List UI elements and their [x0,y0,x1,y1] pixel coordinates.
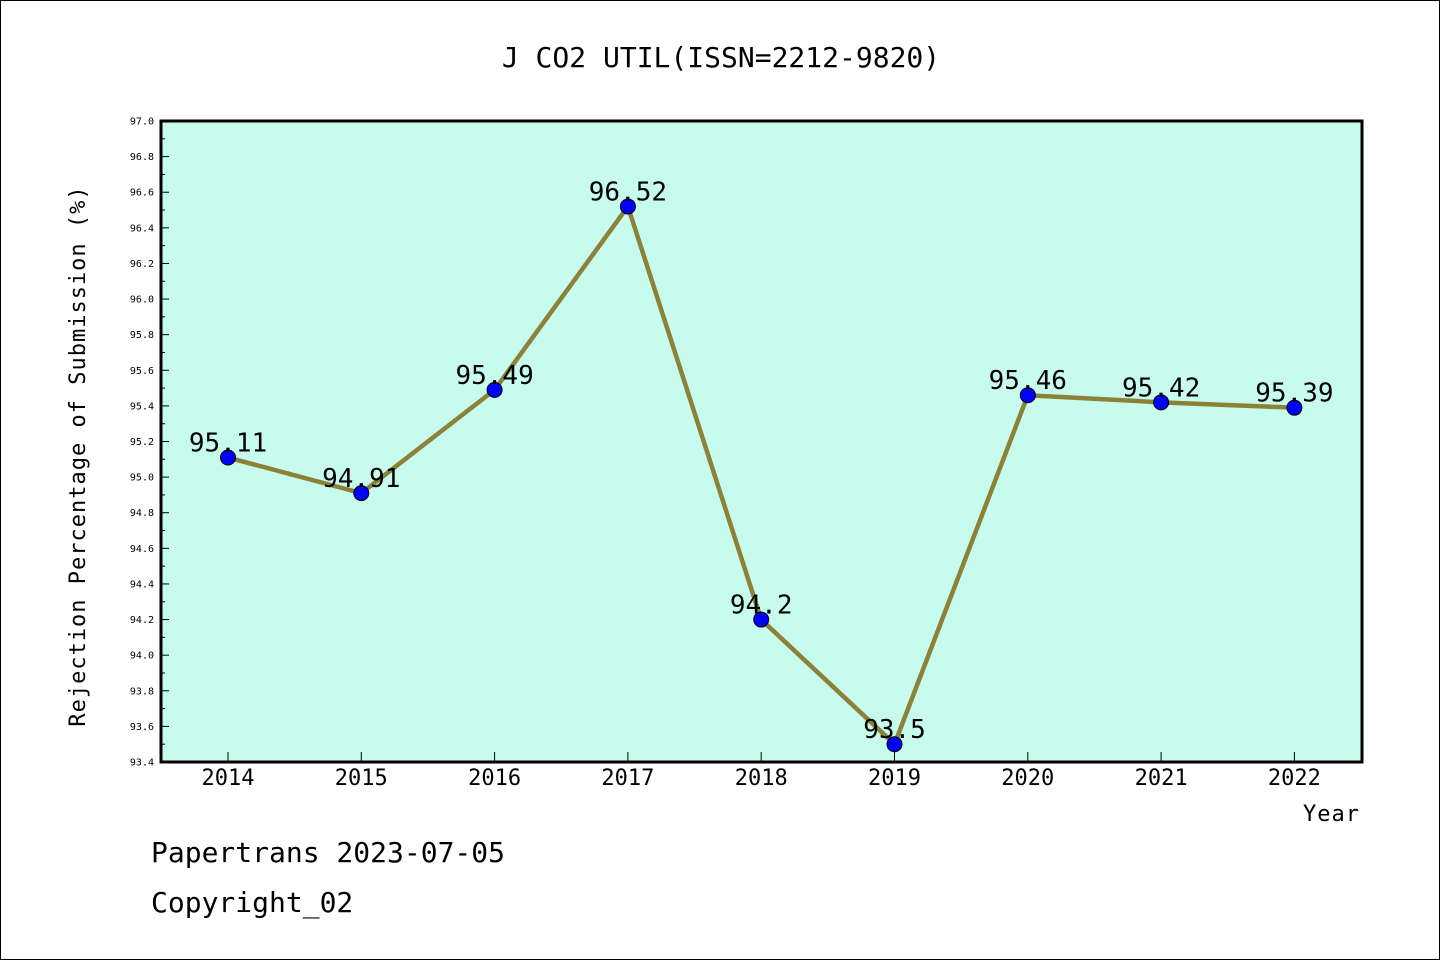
y-tick-label: 94.0 [130,651,154,662]
data-label-2014: 95.11 [189,429,267,459]
data-label-2020: 95.46 [989,366,1067,396]
y-tick-label: 94.2 [130,615,154,626]
x-tick-label: 2018 [735,766,788,791]
data-point-2021 [1153,394,1170,411]
y-tick-label: 94.4 [130,579,154,590]
data-label-2015: 94.91 [322,464,400,494]
footer-date-line: Papertrans 2023-07-05 [151,836,506,869]
y-tick-label: 96.0 [130,295,154,306]
y-tick-label: 95.8 [130,330,154,341]
x-tick-label: 2022 [1268,766,1321,791]
y-tick-label: 94.6 [130,544,154,555]
y-tick-label: 96.2 [130,259,154,270]
y-tick-label: 93.6 [130,722,154,733]
y-tick-label: 97.0 [130,117,154,128]
data-point-2022 [1286,399,1303,416]
data-label-2022: 95.39 [1255,379,1333,409]
footer-copyright-line: Copyright_02 [151,886,354,919]
x-tick-label: 2015 [335,766,388,791]
data-label-2021: 95.42 [1122,373,1200,403]
data-label-2019: 93.5 [863,715,926,745]
data-label-2016: 95.49 [455,361,533,391]
y-tick-label: 94.8 [130,508,154,519]
y-tick-label: 93.4 [130,758,154,769]
x-tick-label: 2014 [202,766,255,791]
data-point-2015 [353,485,370,502]
y-tick-label: 96.8 [130,152,154,163]
y-tick-label: 95.0 [130,473,154,484]
plot-area [161,121,1362,762]
y-tick-label: 95.6 [130,366,154,377]
series-layer: 95.11 94.91 95.49 96.52 94.2 93.5 95.46 95.42 95… [189,177,1334,753]
data-point-2020 [1019,387,1036,404]
x-tick-label: 2020 [1001,766,1054,791]
x-tick-label: 2021 [1135,766,1188,791]
data-label-2018: 94.2 [730,591,793,621]
data-point-2016 [486,381,503,398]
chart-title: J CO2 UTIL(ISSN=2212-9820) [502,41,940,74]
x-axis-label: Year [1303,802,1360,827]
x-tick-label: 2017 [601,766,654,791]
data-label-2017: 96.52 [589,177,667,207]
y-tick-label: 95.2 [130,437,154,448]
data-point-2018 [753,611,770,628]
y-tick-label: 96.6 [130,188,154,199]
x-tick-label: 2016 [468,766,521,791]
y-axis-label: Rejection Percentage of Submission (%) [66,185,91,726]
data-point-2014 [220,449,236,466]
data-point-2019 [886,736,903,753]
data-point-2017 [619,198,636,215]
y-tick-label: 95.4 [130,401,154,412]
x-tick-label: 2019 [868,766,921,791]
plot-frame [159,119,1364,764]
y-tick-label: 96.4 [130,223,154,234]
y-tick-label: 93.8 [130,686,154,697]
